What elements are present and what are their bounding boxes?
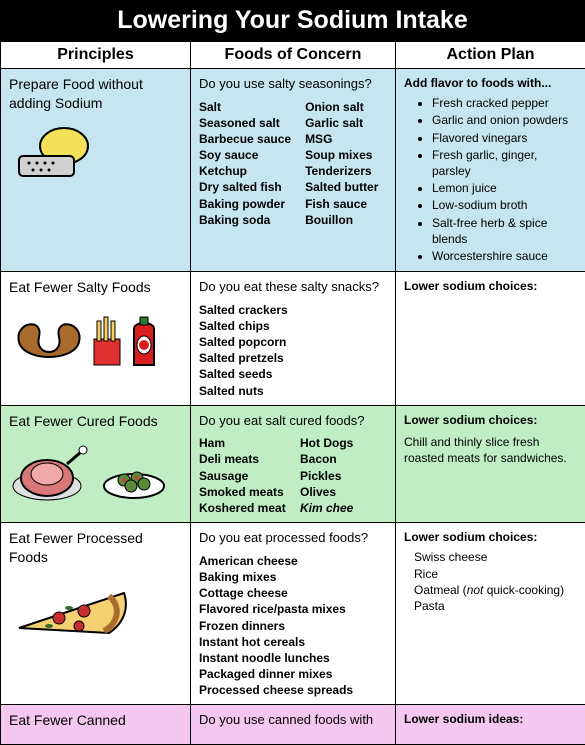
action-title: Lower sodium ideas: [404, 711, 577, 727]
principle-label: Eat Fewer Cured Foods [9, 412, 182, 431]
food-item: Hot Dogs [300, 435, 387, 451]
food-item: Koshered meat [199, 500, 286, 516]
ham-olives-icon [9, 439, 182, 509]
food-item: Garlic salt [305, 115, 387, 131]
food-item: Salted chips [199, 318, 387, 334]
principle-label: Eat Fewer Canned [9, 711, 182, 730]
principle-cell: Eat Fewer Canned [1, 705, 191, 745]
food-item: Soup mixes [305, 147, 387, 163]
foods-question: Do you use salty seasonings? [199, 75, 387, 93]
foods-question: Do you eat salt cured foods? [199, 412, 387, 430]
action-item: Swiss cheese [414, 549, 577, 565]
foods-cell: Do you use salty seasonings? SaltSeasoned… [191, 69, 396, 272]
food-item: Onion salt [305, 99, 387, 115]
food-item: Smoked meats [199, 484, 286, 500]
action-bullet: Salt-free herb & spice blends [432, 215, 577, 247]
food-item: Seasoned salt [199, 115, 291, 131]
action-title: Lower sodium choices: [404, 412, 577, 428]
action-bullet: Lemon juice [432, 180, 577, 196]
foods-cell: Do you eat processed foods? American chee… [191, 523, 396, 705]
principle-label: Prepare Food without adding Sodium [9, 75, 182, 113]
principle-label: Eat Fewer Salty Foods [9, 278, 182, 297]
food-item: Ham [199, 435, 286, 451]
action-title: Lower sodium choices: [404, 529, 577, 545]
food-item: Cottage cheese [199, 585, 387, 601]
principle-cell: Eat Fewer Processed Foods [1, 523, 191, 705]
principle-cell: Eat Fewer Cured Foods [1, 405, 191, 522]
action-bullet: Fresh garlic, ginger, parsley [432, 147, 577, 179]
food-item: Fish sauce [305, 196, 387, 212]
principle-cell: Eat Fewer Salty Foods [1, 272, 191, 406]
food-item: Kim chee [300, 500, 387, 516]
food-item: Salted popcorn [199, 334, 387, 350]
foods-question: Do you use canned foods with [199, 711, 387, 729]
action-cell: Add flavor to foods with... Fresh cracked… [396, 69, 585, 272]
food-item: Deli meats [199, 451, 286, 467]
food-item: Baking mixes [199, 569, 387, 585]
action-cell: Lower sodium choices: Swiss cheeseRiceOat… [396, 523, 585, 705]
food-item: Processed cheese spreads [199, 682, 387, 698]
foods-cell: Do you use canned foods with [191, 705, 396, 745]
food-item: Instant noodle lunches [199, 650, 387, 666]
food-item: Salted butter [305, 179, 387, 195]
food-item: Dry salted fish [199, 179, 291, 195]
food-item: Soy sauce [199, 147, 291, 163]
food-item: Salted seeds [199, 366, 387, 382]
pizza-icon [9, 575, 182, 645]
foods-question: Do you eat processed foods? [199, 529, 387, 547]
header-principles: Principles [1, 42, 191, 69]
action-bullet: Garlic and onion powders [432, 112, 577, 128]
action-cell: Lower sodium ideas: [396, 705, 585, 745]
foods-question: Do you eat these salty snacks? [199, 278, 387, 296]
food-item: Bacon [300, 451, 387, 467]
food-item: Flavored rice/pasta mixes [199, 601, 387, 617]
action-cell: Lower sodium choices: Chill and thinly sl… [396, 405, 585, 522]
action-bullet: Fresh cracked pepper [432, 95, 577, 111]
pretzel-fries-ketchup-icon [9, 305, 182, 375]
food-item: Barbecue sauce [199, 131, 291, 147]
sodium-table: Principles Foods of Concern Action Plan … [0, 41, 585, 745]
header-action: Action Plan [396, 42, 585, 69]
food-item: American cheese [199, 553, 387, 569]
food-item: MSG [305, 131, 387, 147]
food-item: Salted crackers [199, 302, 387, 318]
food-item: Tenderizers [305, 163, 387, 179]
action-text: Chill and thinly slice fresh roasted mea… [404, 434, 577, 466]
food-item: Salted nuts [199, 383, 387, 399]
foods-cell: Do you eat salt cured foods? HamDeli meat… [191, 405, 396, 522]
food-item: Bouillon [305, 212, 387, 228]
food-item: Salt [199, 99, 291, 115]
action-title: Add flavor to foods with... [404, 75, 577, 91]
header-foods: Foods of Concern [191, 42, 396, 69]
principle-cell: Prepare Food without adding Sodium [1, 69, 191, 272]
page-title: Lowering Your Sodium Intake [0, 0, 585, 41]
principle-label: Eat Fewer Processed Foods [9, 529, 182, 567]
food-item: Salted pretzels [199, 350, 387, 366]
food-item: Sausage [199, 468, 286, 484]
action-item: Pasta [414, 598, 577, 614]
action-bullet: Flavored vinegars [432, 130, 577, 146]
action-bullet: Low-sodium broth [432, 197, 577, 213]
food-item: Olives [300, 484, 387, 500]
food-item: Pickles [300, 468, 387, 484]
action-cell: Lower sodium choices: [396, 272, 585, 406]
food-item: Ketchup [199, 163, 291, 179]
food-item: Baking soda [199, 212, 291, 228]
foods-cell: Do you eat these salty snacks? Salted cra… [191, 272, 396, 406]
action-title: Lower sodium choices: [404, 278, 577, 294]
food-item: Instant hot cereals [199, 634, 387, 650]
grater-icon [9, 121, 182, 191]
food-item: Baking powder [199, 196, 291, 212]
action-item: Oatmeal (not quick-cooking) [414, 582, 577, 598]
food-item: Packaged dinner mixes [199, 666, 387, 682]
food-item: Frozen dinners [199, 618, 387, 634]
action-item: Rice [414, 566, 577, 582]
action-bullet: Worcestershire sauce [432, 248, 577, 264]
